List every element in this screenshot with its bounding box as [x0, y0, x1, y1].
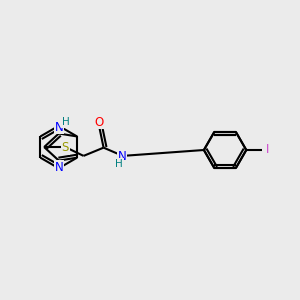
Text: N: N	[55, 121, 63, 134]
Text: S: S	[61, 141, 69, 154]
Text: N: N	[55, 160, 63, 174]
Text: H: H	[115, 159, 123, 169]
Text: H: H	[62, 117, 70, 127]
Text: N: N	[118, 150, 126, 163]
Text: I: I	[266, 143, 269, 157]
Text: O: O	[94, 116, 104, 128]
